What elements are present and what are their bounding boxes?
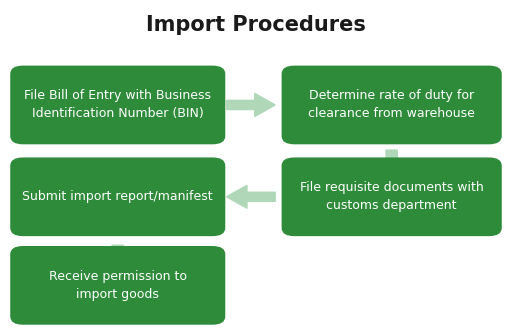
- Polygon shape: [103, 245, 132, 270]
- Polygon shape: [378, 150, 406, 178]
- Polygon shape: [226, 93, 275, 116]
- FancyBboxPatch shape: [282, 66, 502, 144]
- Text: Receive permission to
import goods: Receive permission to import goods: [49, 270, 187, 301]
- Polygon shape: [226, 185, 275, 208]
- FancyBboxPatch shape: [282, 157, 502, 236]
- Text: File requisite documents with
customs department: File requisite documents with customs de…: [300, 181, 483, 212]
- Text: Submit import report/manifest: Submit import report/manifest: [23, 190, 213, 203]
- Text: Import Procedures: Import Procedures: [146, 15, 366, 35]
- Text: File Bill of Entry with Business
Identification Number (BIN): File Bill of Entry with Business Identif…: [24, 90, 211, 120]
- FancyBboxPatch shape: [10, 246, 225, 325]
- Text: Determine rate of duty for
clearance from warehouse: Determine rate of duty for clearance fro…: [308, 90, 475, 120]
- FancyBboxPatch shape: [10, 66, 225, 144]
- FancyBboxPatch shape: [10, 157, 225, 236]
